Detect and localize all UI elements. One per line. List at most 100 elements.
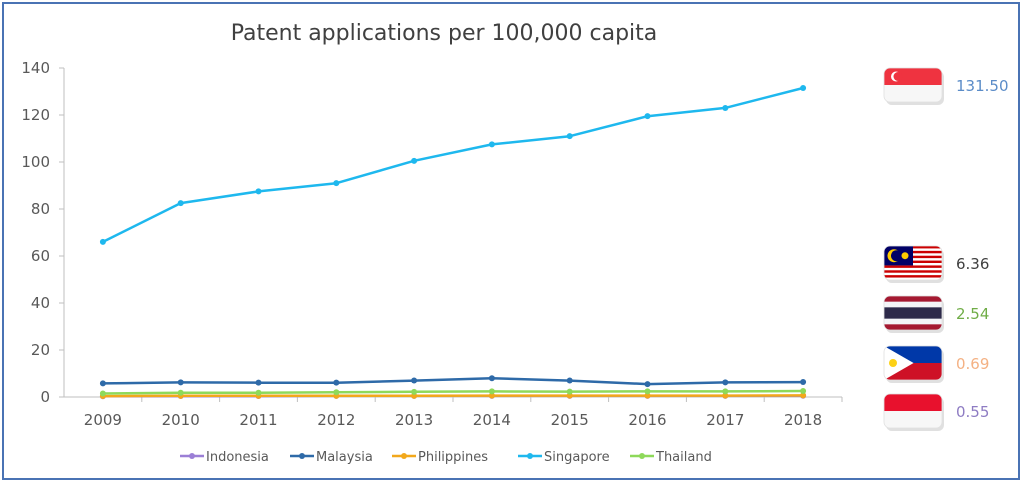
flag-stripe xyxy=(884,296,942,302)
value-label-indonesia: 0.55 xyxy=(956,403,989,421)
data-point-malaysia xyxy=(177,379,184,386)
axes: 0 20 40 60 80 100 120 140 2009 2010 2011 2012 2013 20… xyxy=(21,59,843,429)
y-tick-label: 140 xyxy=(21,59,50,77)
series-line-singapore xyxy=(102,86,804,244)
x-tick-label: 2009 xyxy=(84,411,122,429)
malaysia-flag-border xyxy=(883,245,943,281)
legend-label-philippines: Philippines xyxy=(418,450,488,465)
flag-sun xyxy=(889,359,897,367)
flag-annotations: 131.50 6.36 2.54 0.69 0.55 xyxy=(883,67,1009,431)
line-chart: Patent applications per 100,000 capita 0… xyxy=(21,21,1009,465)
flag-stripe xyxy=(884,411,942,428)
singapore-flag-border xyxy=(883,67,943,103)
flag-triangle xyxy=(884,346,914,380)
flag-stripe xyxy=(884,85,942,102)
thailand-flag-border xyxy=(883,295,943,331)
philippines-flag-body xyxy=(884,346,942,380)
flag-crescent-cut xyxy=(893,72,903,81)
legend-marker-malaysia xyxy=(299,453,305,459)
flag-stripe xyxy=(884,307,942,319)
series-malaysia xyxy=(99,375,807,388)
y-tick-label: 40 xyxy=(31,294,50,312)
series-thailand xyxy=(99,388,807,397)
data-point-thailand xyxy=(99,390,106,397)
flag-stripe xyxy=(884,394,942,411)
flag-stripe xyxy=(884,275,942,278)
indonesia-flag-body xyxy=(884,394,942,428)
flag-stripe xyxy=(884,270,942,274)
legend-marker-singapore xyxy=(527,453,533,459)
data-point-thailand xyxy=(644,388,651,395)
y-tick-label: 80 xyxy=(31,200,50,218)
malaysia-flag-body xyxy=(884,246,942,280)
data-point-singapore xyxy=(644,113,651,120)
flag-stripe xyxy=(884,277,942,280)
data-point-thailand xyxy=(255,389,262,396)
flag-stripe xyxy=(884,267,942,271)
data-point-malaysia xyxy=(722,379,729,386)
data-point-singapore xyxy=(488,141,495,148)
y-tick-label: 120 xyxy=(21,106,50,124)
value-label-thailand: 2.54 xyxy=(956,305,989,323)
malaysia-flag xyxy=(883,245,944,283)
legend-label-thailand: Thailand xyxy=(655,450,712,465)
philippines-flag-border xyxy=(883,345,943,381)
legend-label-singapore: Singapore xyxy=(544,450,610,465)
data-point-singapore xyxy=(800,84,807,91)
series-layer xyxy=(99,84,807,400)
data-point-malaysia xyxy=(411,377,418,384)
legend-label-malaysia: Malaysia xyxy=(316,450,373,465)
philippines-flag xyxy=(883,345,944,383)
y-tick-label: 0 xyxy=(40,388,50,406)
flag-stripe xyxy=(884,272,942,276)
flag-stripe xyxy=(884,324,942,330)
data-point-singapore xyxy=(411,157,418,164)
data-point-thailand xyxy=(722,388,729,395)
x-tick-label: 2014 xyxy=(473,411,511,429)
y-tick-label: 100 xyxy=(21,153,50,171)
thailand-flag-body xyxy=(884,296,942,330)
y-tick-label: 20 xyxy=(31,341,50,359)
thailand-flag xyxy=(883,295,944,333)
data-point-philippines xyxy=(800,392,807,399)
legend-marker-thailand xyxy=(639,453,645,459)
data-point-singapore xyxy=(177,200,184,207)
indonesia-flag-border xyxy=(883,393,943,429)
flag-stripe xyxy=(884,301,942,308)
data-point-thailand xyxy=(800,388,807,395)
legend-marker-indonesia xyxy=(189,453,195,459)
series-line-thailand xyxy=(102,389,804,395)
flag-stripe xyxy=(884,265,942,269)
data-point-malaysia xyxy=(800,379,807,386)
data-point-singapore xyxy=(99,238,106,245)
x-tick-label: 2016 xyxy=(628,411,666,429)
data-point-singapore xyxy=(722,104,729,111)
x-tick-label: 2012 xyxy=(317,411,355,429)
value-label-philippines: 0.69 xyxy=(956,355,989,373)
data-point-thailand xyxy=(177,389,184,396)
data-point-malaysia xyxy=(644,381,651,388)
series-line-philippines xyxy=(102,394,804,398)
data-point-thailand xyxy=(333,389,340,396)
legend-marker-philippines xyxy=(401,453,407,459)
x-tick-label: 2013 xyxy=(395,411,433,429)
singapore-flag xyxy=(883,67,944,105)
data-point-singapore xyxy=(333,180,340,187)
singapore-flag-body xyxy=(884,68,942,102)
data-point-singapore xyxy=(566,133,573,140)
x-tick-label: 2017 xyxy=(706,411,744,429)
value-label-malaysia: 6.36 xyxy=(956,255,989,273)
legend-label-indonesia: Indonesia xyxy=(206,450,269,465)
flag-stripe xyxy=(884,318,942,325)
data-point-thailand xyxy=(488,388,495,395)
data-point-singapore xyxy=(255,188,262,195)
data-point-philippines xyxy=(488,392,495,399)
legend: Indonesia Malaysia Philippines Singapore Tha… xyxy=(180,450,712,465)
y-tick-label: 60 xyxy=(31,247,50,265)
x-tick-label: 2018 xyxy=(784,411,822,429)
x-tick-label: 2010 xyxy=(162,411,200,429)
data-point-philippines xyxy=(722,392,729,399)
value-label-singapore: 131.50 xyxy=(956,77,1009,95)
series-singapore xyxy=(99,84,807,245)
